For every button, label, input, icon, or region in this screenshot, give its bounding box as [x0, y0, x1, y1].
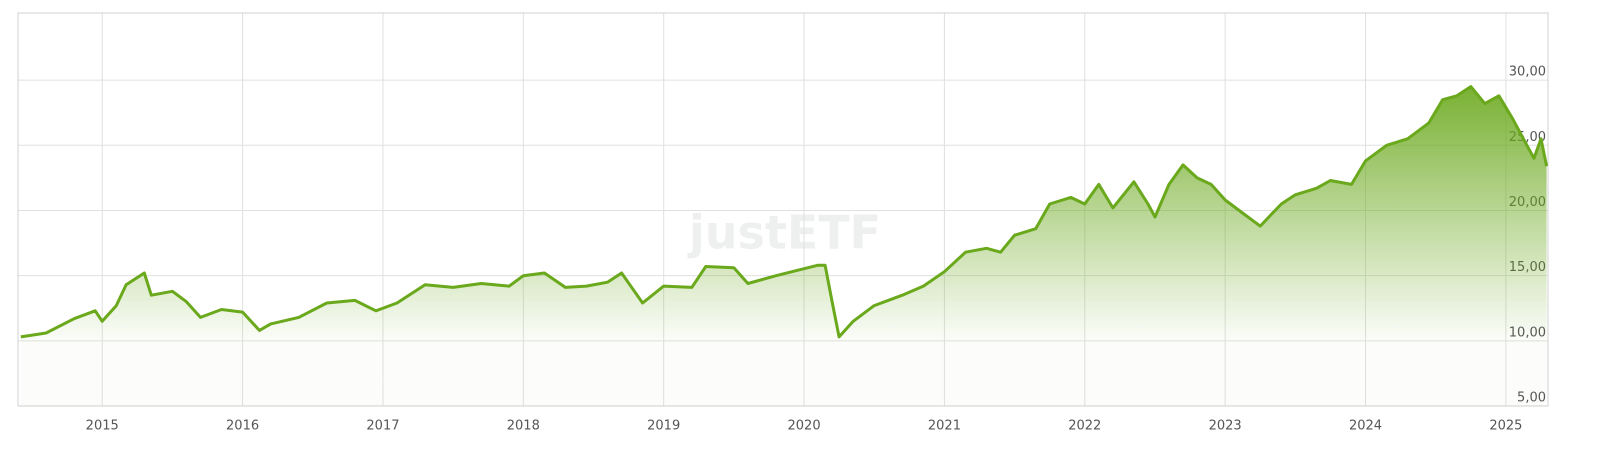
x-tick-label: 2024 — [1349, 419, 1382, 434]
line — [20, 85, 1549, 339]
x-tick-label: 2020 — [788, 419, 821, 434]
x-tick-label: 2022 — [1068, 419, 1101, 434]
y-tick-label: 30,00 — [1509, 65, 1546, 80]
area — [20, 86, 1547, 406]
watermark: justETF — [687, 206, 881, 260]
x-tick-label: 2017 — [366, 419, 399, 434]
x-tick-label: 2025 — [1489, 419, 1522, 434]
x-tick-label: 2015 — [86, 419, 119, 434]
x-tick-label: 2023 — [1209, 419, 1242, 434]
x-tick-label: 2016 — [226, 419, 259, 434]
x-tick-label: 2019 — [647, 419, 680, 434]
x-tick-label: 2021 — [928, 419, 961, 434]
x-tick-label: 2018 — [507, 419, 540, 434]
